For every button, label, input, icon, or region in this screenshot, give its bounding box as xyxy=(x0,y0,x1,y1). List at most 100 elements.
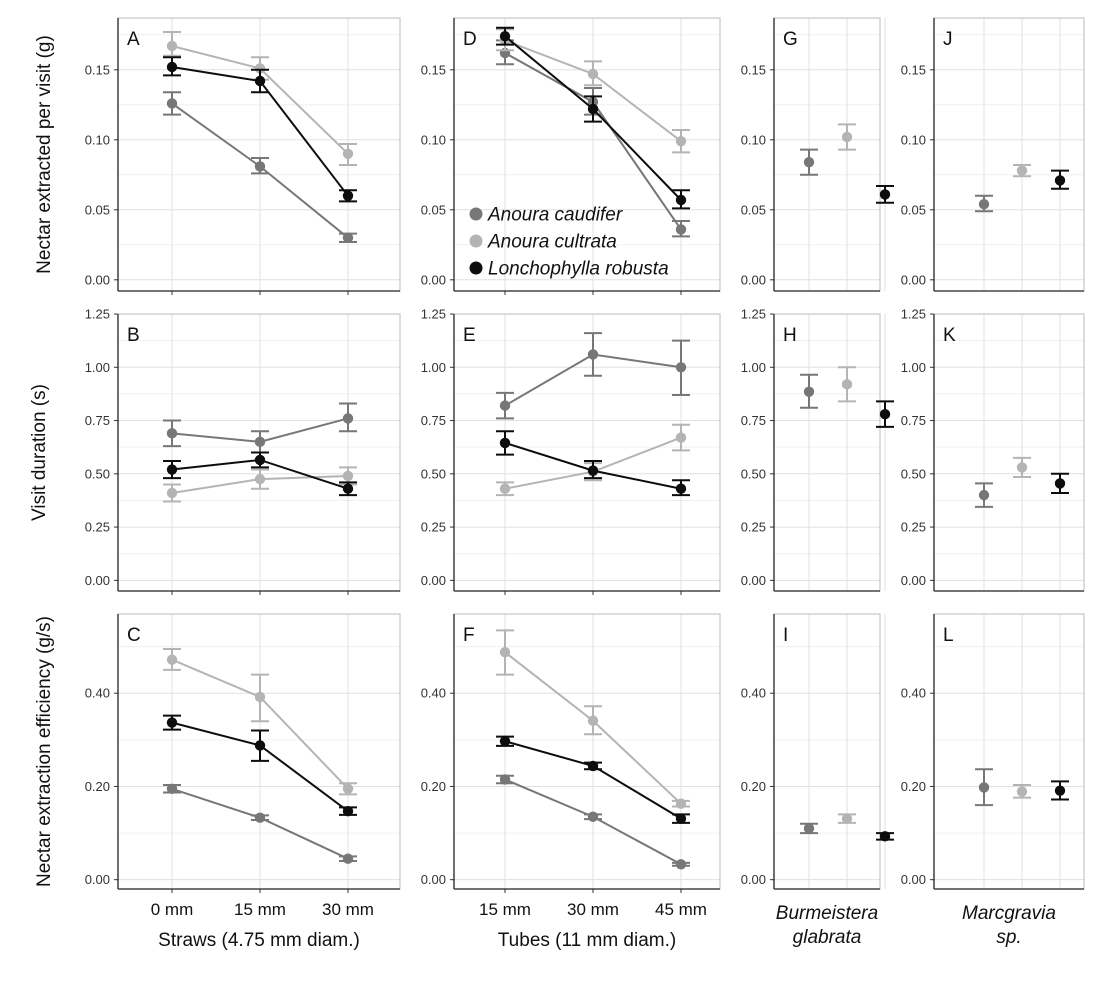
data-point xyxy=(342,853,354,864)
data-point xyxy=(587,349,599,360)
data-point xyxy=(841,813,853,824)
data-point xyxy=(499,437,511,449)
panel-background xyxy=(774,614,880,889)
y-tick-label: 0.25 xyxy=(741,520,766,535)
panel-1-2: 0.00 0.25 0.50 0.75 1.00 1.25 xyxy=(741,307,886,592)
panel-letter: E xyxy=(463,325,476,346)
y-tick-label: 0.25 xyxy=(901,520,926,535)
y-tick-label: 0.00 xyxy=(421,872,446,887)
y-axis-title: Nectar extracted per visit (g) xyxy=(34,35,55,274)
data-point xyxy=(587,760,599,772)
data-point xyxy=(254,161,266,172)
legend-swatch xyxy=(469,261,483,275)
y-tick-label: 0.75 xyxy=(741,413,766,428)
data-point xyxy=(587,103,599,115)
panel-0-0: 0.00 0.05 0.10 0.15 xyxy=(85,17,401,295)
y-tick-label: 0.50 xyxy=(901,466,926,481)
panel-letter: K xyxy=(943,325,956,346)
panel-D-data: D xyxy=(463,26,690,238)
data-point xyxy=(254,75,266,87)
panel-1-1: 0.00 0.25 0.50 0.75 1.00 1.25 xyxy=(421,307,721,595)
legend-swatch xyxy=(469,234,483,248)
data-point xyxy=(978,199,990,210)
data-point xyxy=(803,823,815,834)
panel-0-3: 0.00 0.05 0.10 0.15 xyxy=(901,17,1085,292)
data-point xyxy=(166,487,178,499)
data-point xyxy=(499,483,511,494)
data-point xyxy=(254,740,266,751)
legend-label: Anoura caudifer xyxy=(487,205,623,226)
panel-C-data: C xyxy=(127,625,357,864)
data-point xyxy=(587,465,599,476)
data-point xyxy=(342,470,354,482)
y-tick-label: 1.00 xyxy=(901,360,926,375)
data-point xyxy=(587,715,599,726)
panel-letter: F xyxy=(463,625,475,646)
panel-background xyxy=(454,614,720,889)
data-point xyxy=(879,408,891,420)
y-tick-label: 0.05 xyxy=(741,202,766,217)
legend-label: Anoura cultrata xyxy=(487,232,617,253)
y-tick-label: 1.25 xyxy=(421,307,446,322)
y-tick-label: 0.40 xyxy=(901,686,926,701)
y-tick-label: 1.25 xyxy=(741,307,766,322)
x-axis-title-species: glabrata xyxy=(793,927,862,948)
data-point xyxy=(879,189,891,200)
y-tick-label: 0.40 xyxy=(85,686,110,701)
y-tick-label: 0.10 xyxy=(741,132,766,147)
y-tick-label: 0.40 xyxy=(421,686,446,701)
y-tick-label: 0.00 xyxy=(741,573,766,588)
data-point xyxy=(675,813,687,824)
panel-background xyxy=(774,18,880,291)
x-axis-title-species: sp. xyxy=(996,927,1021,948)
data-point xyxy=(499,774,511,785)
legend-swatch xyxy=(469,207,483,221)
data-point xyxy=(342,783,354,794)
data-point xyxy=(675,483,687,494)
y-tick-label: 1.00 xyxy=(85,360,110,375)
x-axis-title-genus: Marcgravia xyxy=(962,903,1056,924)
x-tick-label: 30 mm xyxy=(567,900,619,919)
y-tick-label: 0.00 xyxy=(901,272,926,287)
panel-letter: A xyxy=(127,29,140,50)
data-point xyxy=(1016,462,1028,473)
panel-letter: D xyxy=(463,29,477,50)
data-point xyxy=(166,98,178,109)
data-point xyxy=(841,131,853,143)
panel-letter: J xyxy=(943,29,953,50)
panel-B-data: B xyxy=(127,325,357,503)
legend: Anoura caudifer Anoura cultrata Lonchophyl… xyxy=(469,205,669,280)
legend-label: Lonchophylla robusta xyxy=(488,259,669,280)
y-tick-label: 0.05 xyxy=(421,202,446,217)
y-tick-label: 0.05 xyxy=(85,202,110,217)
data-point xyxy=(254,63,266,74)
y-tick-label: 0.00 xyxy=(741,272,766,287)
y-tick-label: 1.25 xyxy=(901,307,926,322)
data-point xyxy=(675,224,687,235)
data-point xyxy=(803,386,815,397)
data-point xyxy=(1054,785,1066,796)
y-tick-label: 0.50 xyxy=(85,466,110,481)
y-tick-label: 0.00 xyxy=(85,272,110,287)
y-tick-label: 0.00 xyxy=(421,573,446,588)
y-tick-label: 0.00 xyxy=(741,872,766,887)
panel-background xyxy=(934,18,1084,291)
panel-H-data: H xyxy=(783,325,894,428)
data-point xyxy=(1016,165,1028,176)
panel-background xyxy=(774,314,880,591)
data-point xyxy=(254,454,266,466)
data-point xyxy=(342,483,354,494)
data-point xyxy=(879,831,891,842)
y-tick-label: 0.15 xyxy=(85,62,110,77)
data-point xyxy=(675,859,687,870)
y-tick-label: 0.20 xyxy=(421,779,446,794)
y-tick-label: 1.00 xyxy=(741,360,766,375)
panel-0-1: 0.00 0.05 0.10 0.15 xyxy=(421,17,721,295)
y-tick-label: 0.10 xyxy=(421,132,446,147)
y-tick-label: 0.15 xyxy=(901,62,926,77)
panel-background xyxy=(934,614,1084,889)
data-point xyxy=(166,464,178,475)
panel-0-2: 0.00 0.05 0.10 0.15 xyxy=(741,17,886,292)
data-point xyxy=(254,812,266,823)
